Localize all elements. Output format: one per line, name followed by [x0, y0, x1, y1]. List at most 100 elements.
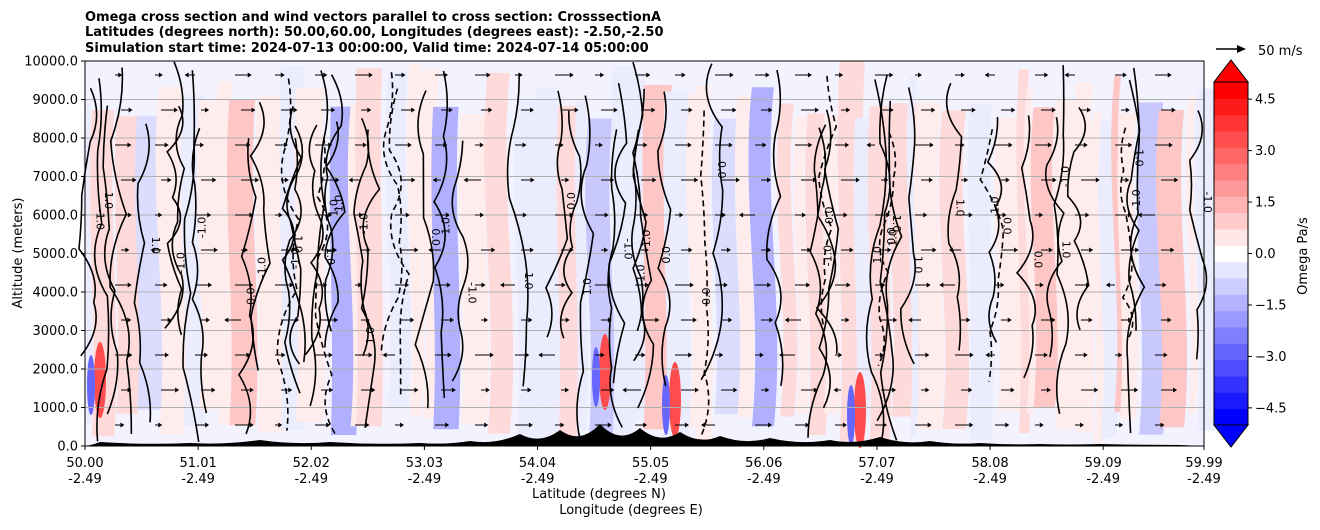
- wind-vector-head: [1008, 142, 1013, 148]
- omega-band: [574, 100, 589, 429]
- contour-line: [559, 110, 582, 339]
- wind-vector-head: [700, 422, 705, 428]
- wind-vector-head: [569, 212, 574, 218]
- wind-vector-head: [224, 317, 229, 323]
- omega-band: [1016, 69, 1032, 434]
- contour-label: 1.0: [954, 199, 967, 217]
- wind-vector-head: [1086, 282, 1091, 288]
- wind-vector-head: [726, 247, 731, 253]
- wind-vector-head: [164, 352, 169, 358]
- colorbar-segment: [1214, 408, 1248, 426]
- wind-vector-head: [960, 142, 965, 148]
- wind-vector-head: [681, 72, 686, 78]
- wind-vector-head: [1052, 177, 1057, 183]
- x-tick-label-lon: -2.49: [1187, 472, 1221, 487]
- contour-label: 1.0: [439, 217, 452, 235]
- wind-vector-head: [446, 282, 451, 288]
- wind-vector-head: [211, 387, 216, 393]
- y-tick-label: 0.0: [57, 440, 78, 455]
- wind-vector-head: [127, 387, 132, 393]
- wind-vector-head: [208, 282, 213, 288]
- y-tick-label: 1000.0: [33, 401, 79, 416]
- wind-vector-head: [1135, 247, 1140, 253]
- y-tick-label: 3000.0: [33, 324, 79, 339]
- contour-line: [182, 70, 200, 442]
- colorbar-tick-label: −3.0: [1255, 350, 1287, 365]
- omega-band: [663, 91, 691, 442]
- contour-line: [879, 100, 903, 441]
- wind-vector-head: [447, 352, 452, 358]
- contour-line: [283, 138, 302, 394]
- wind-vector-head: [1128, 142, 1133, 148]
- wind-vector-head: [607, 317, 612, 323]
- wind-vector-head: [486, 72, 491, 78]
- wind-vector-head: [1160, 422, 1165, 428]
- contour-line: [900, 87, 916, 365]
- wind-vector-head: [600, 72, 605, 78]
- contour-line: [817, 75, 838, 330]
- contour-line: [380, 72, 403, 355]
- wind-vector-head: [488, 107, 493, 113]
- wind-vector-head: [679, 212, 684, 218]
- colorbar-extend-max: [1212, 59, 1250, 83]
- wind-vector-head: [565, 387, 570, 393]
- wind-vector-head: [1122, 72, 1127, 78]
- omega-band: [1074, 82, 1095, 433]
- wind-vector-head: [184, 72, 189, 78]
- wind-vector-head: [925, 352, 930, 358]
- wind-vector-head: [765, 72, 770, 78]
- x-tick-label-lon: -2.49: [973, 472, 1007, 487]
- contour-line: [309, 70, 329, 407]
- omega-band: [115, 116, 140, 414]
- colorbar-segment: [1214, 229, 1248, 246]
- wind-vector-head: [1125, 107, 1130, 113]
- wind-vector-head: [538, 352, 543, 358]
- omega-core: [94, 342, 106, 418]
- wind-vector-head: [893, 317, 898, 323]
- wind-vector-head: [729, 72, 734, 78]
- omega-band: [1186, 95, 1199, 414]
- contour-line: [360, 129, 381, 428]
- wind-vector-head: [728, 317, 733, 323]
- y-tick-label: 4000.0: [33, 286, 79, 301]
- wind-vector-head: [1039, 212, 1044, 218]
- wind-vector-head: [694, 177, 699, 183]
- colorbar-segment: [1214, 163, 1248, 181]
- wind-vector-head: [1173, 387, 1178, 393]
- wind-vector-head: [879, 352, 884, 358]
- wind-vector-head: [641, 352, 646, 358]
- wind-vector-head: [559, 142, 564, 148]
- contour-line: [986, 117, 1003, 343]
- colorbar-segment: [1214, 98, 1248, 116]
- colorbar-segment: [1214, 212, 1248, 230]
- y-axis-label: Altitude (meters): [11, 198, 26, 309]
- contour-line: [353, 117, 370, 357]
- wind-vector-head: [205, 317, 210, 323]
- wind-vector-head: [1137, 212, 1142, 218]
- wind-vector-head: [213, 247, 218, 253]
- wind-vector-head: [484, 317, 489, 323]
- wind-vector-head: [411, 177, 416, 183]
- wind-vector-head: [846, 107, 851, 113]
- x-tick-label-lon: -2.49: [860, 472, 894, 487]
- omega-band: [355, 68, 384, 427]
- wind-vector-head: [1011, 107, 1016, 113]
- wind-vector-head: [249, 422, 254, 428]
- wind-vector-head: [842, 422, 847, 428]
- wind-vector-head: [289, 282, 294, 288]
- wind-vector-head: [414, 387, 419, 393]
- omega-band: [906, 76, 920, 438]
- colorbar-segment: [1214, 310, 1248, 328]
- contour-label: -1.0: [1132, 145, 1145, 166]
- colorbar-tick-label: 1.5: [1255, 196, 1276, 211]
- colorbar-segment: [1214, 147, 1248, 165]
- wind-vector-head: [293, 107, 298, 113]
- wind-vector-head: [684, 422, 689, 428]
- wind-vector-head: [281, 352, 286, 358]
- wind-vector-head: [481, 282, 486, 288]
- x-axis: 50.00-2.4951.01-2.4952.02-2.4953.03-2.49…: [66, 446, 1223, 487]
- y-tick-label: 10000.0: [24, 55, 78, 70]
- colorbar-segment: [1214, 278, 1248, 295]
- wind-vector-head: [1039, 282, 1044, 288]
- wind-vector-head: [843, 212, 848, 218]
